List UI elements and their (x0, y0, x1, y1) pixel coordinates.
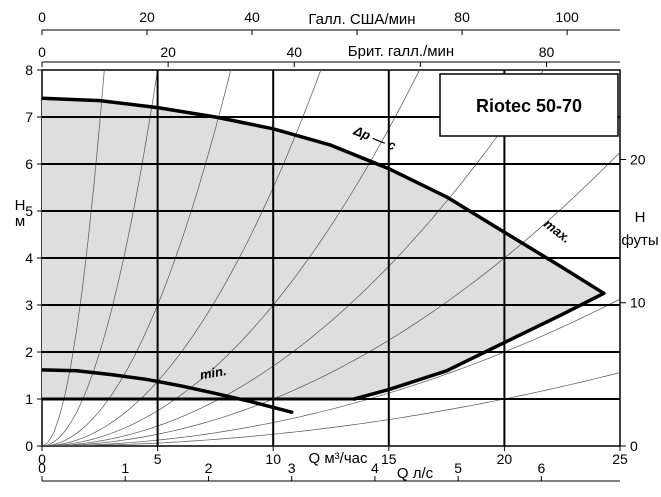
y-right-tick-label-10: 10 (630, 295, 646, 311)
y-tick-label-1: 1 (25, 391, 33, 407)
y-tick-label-2: 2 (25, 344, 33, 360)
top2-tick-label-80: 80 (539, 44, 555, 60)
x-tick-label-20: 20 (497, 451, 513, 467)
top2-tick-label-20: 20 (160, 44, 176, 60)
top1-tick-label-40: 40 (244, 9, 260, 25)
top1-tick-label-100: 100 (555, 9, 579, 25)
series-line-0 (42, 96, 606, 296)
y-right-tick-label-20: 20 (630, 151, 646, 167)
y-right-tick-label-0: 0 (630, 438, 638, 454)
y-tick-label-7: 7 (25, 109, 33, 125)
system-curve-3 (42, 70, 322, 446)
curve-label-min: min. (199, 363, 228, 382)
system-curve-2 (42, 70, 232, 446)
y-right-axis-title-line2: футы (621, 232, 658, 249)
top2-tick-label-40: 40 (286, 44, 302, 60)
system-curve-7 (42, 298, 620, 446)
y-tick-label-3: 3 (25, 297, 33, 313)
top-axis-1-title: Галл. США/мин (308, 11, 415, 28)
top-axis-2-title: Брит. галл./мин (348, 43, 454, 60)
grid-lines (42, 70, 620, 446)
system-curve-8 (42, 372, 620, 446)
x-tick-label-15: 15 (381, 451, 397, 467)
x-tick-label-0: 0 (38, 451, 46, 467)
y-tick-label-5: 5 (25, 203, 33, 219)
y-right-axis-title-line1: Н (635, 209, 646, 226)
y-tick-label-4: 4 (25, 250, 33, 266)
system-curve-1 (42, 70, 158, 446)
bottom2-tick-label-6: 6 (537, 460, 545, 476)
bottom2-tick-label-1: 1 (121, 460, 129, 476)
bottom-axis-2-title: Q л/с (397, 465, 434, 482)
x-tick-label-10: 10 (265, 451, 281, 467)
x-tick-label-5: 5 (154, 451, 162, 467)
top1-tick-label-20: 20 (139, 9, 155, 25)
y-tick-label-0: 0 (25, 438, 33, 454)
bottom2-tick-label-0: 0 (38, 460, 46, 476)
model-label-box (439, 73, 619, 137)
top1-tick-label-0: 0 (38, 9, 46, 25)
y-axis-title-line1: Н (15, 197, 26, 214)
x-axis-title: Q м³/час (309, 450, 368, 467)
series-line-2 (352, 291, 606, 401)
bottom2-tick-label-5: 5 (454, 460, 462, 476)
y-axis-title-line2: м (15, 213, 25, 230)
y-tick-label-6: 6 (25, 156, 33, 172)
x-tick-label-25: 25 (612, 451, 628, 467)
pump-curves (42, 96, 606, 414)
system-curve-4 (42, 70, 420, 446)
model-label: Riotec 50-70 (476, 96, 582, 116)
bottom2-tick-label-4: 4 (371, 460, 379, 476)
y-tick-label-8: 8 (25, 62, 33, 78)
top1-tick-label-80: 80 (454, 9, 470, 25)
bottom2-tick-label-3: 3 (288, 460, 296, 476)
bottom2-tick-label-2: 2 (205, 460, 213, 476)
operating-region (42, 98, 604, 399)
top2-tick-label-0: 0 (38, 44, 46, 60)
